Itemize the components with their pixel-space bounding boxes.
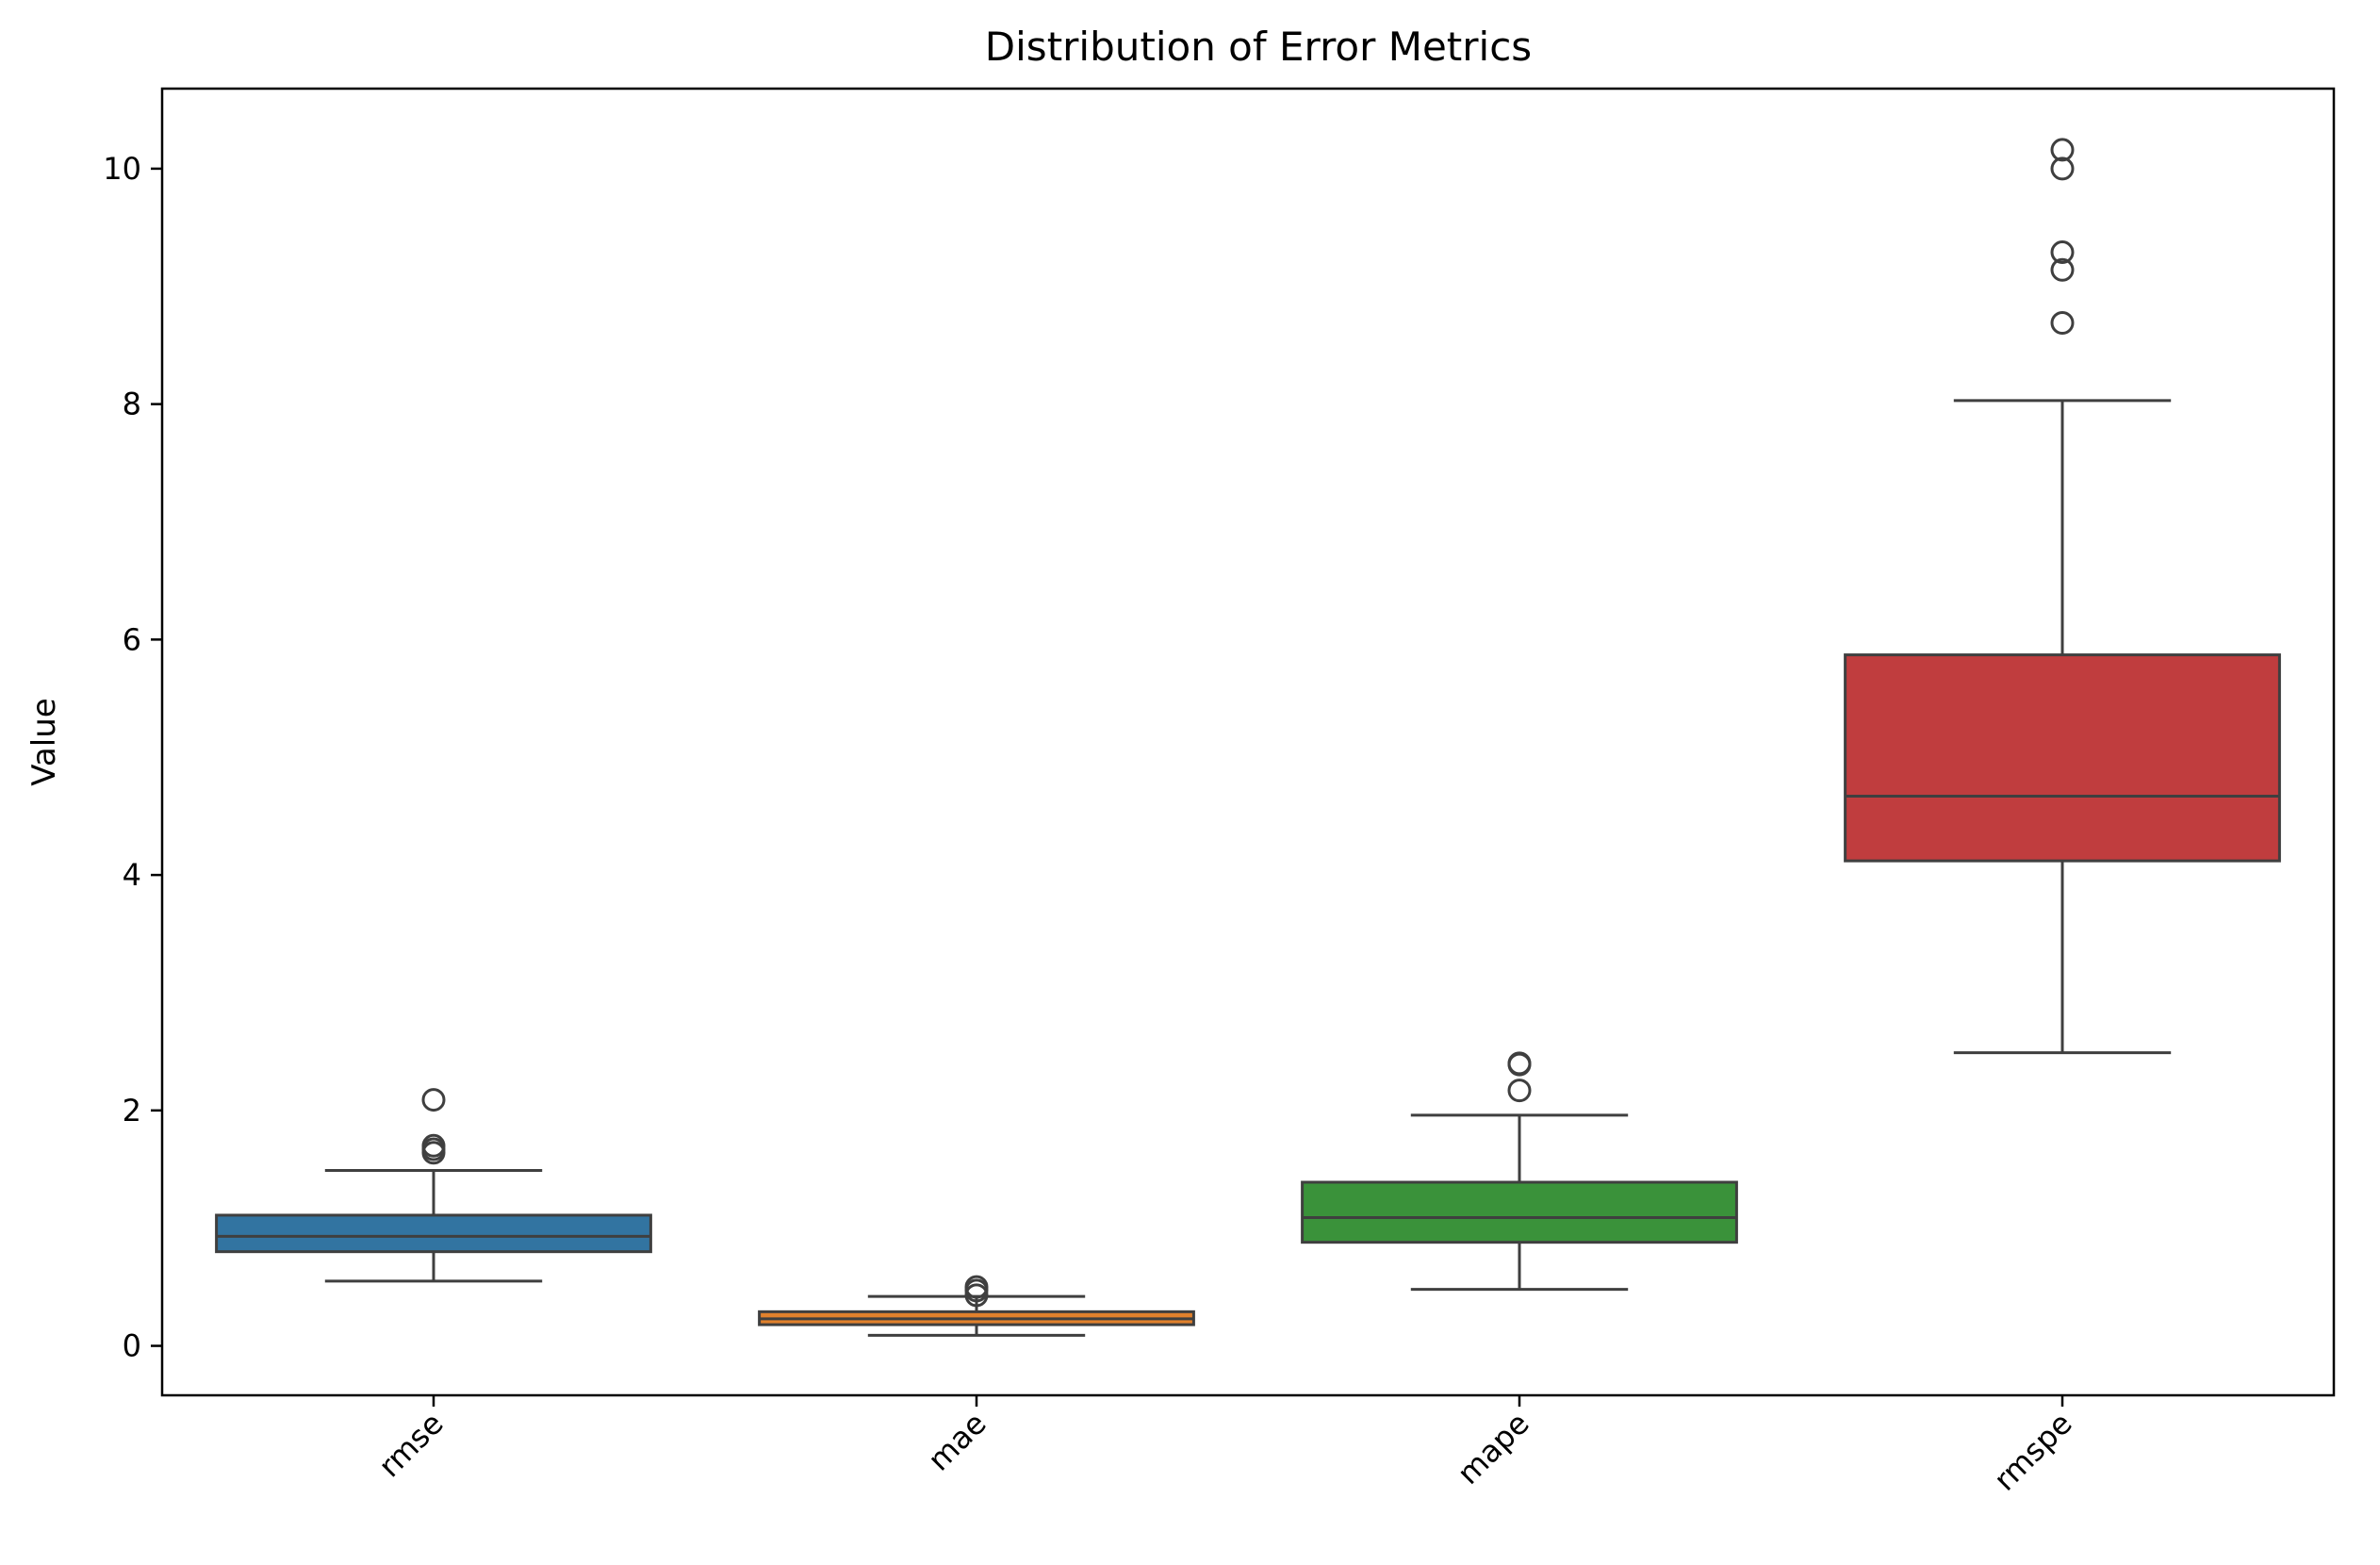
y-tick-label: 10 [103,151,141,187]
outlier-point [2050,138,2075,162]
x-tick-label-mae: mae [921,1406,993,1478]
iqr-box [1844,653,2281,863]
plot-area-frame [160,87,2336,1397]
chart-title: Distribution of Error Metrics [985,24,1532,70]
y-tick-label: 8 [123,387,141,422]
y-tick-label: 0 [123,1328,141,1364]
outlier-point [2050,240,2075,265]
y-axis-title: Value [25,698,63,785]
y-tick-label: 4 [123,857,141,893]
x-tick-label-rmspe: rmspe [1987,1406,2079,1498]
box-mae [758,1275,1195,1337]
x-tick-label-rmse: rmse [371,1406,451,1485]
outlier-point [2050,257,2075,282]
x-tick-label-mape: mape [1451,1406,1536,1491]
box-mape [1301,1051,1738,1292]
outlier-point [1507,1079,1532,1103]
box-rmse [215,1088,652,1283]
outlier-point [421,1088,446,1112]
outlier-point [421,1133,446,1158]
outlier-point [2050,310,2075,335]
iqr-box [215,1213,652,1254]
x-axis: rmse mae mape rmspe [371,1395,2079,1498]
boxes-layer [215,138,2281,1337]
box-rmspe [1844,138,2281,1055]
iqr-box [1301,1180,1738,1244]
y-axis: 0 2 4 6 8 10 [103,151,162,1364]
outlier-point [2050,156,2075,181]
outlier-point [1507,1051,1532,1076]
y-tick-label: 6 [123,621,141,657]
y-tick-label: 2 [123,1093,141,1128]
outlier-point [964,1275,989,1299]
